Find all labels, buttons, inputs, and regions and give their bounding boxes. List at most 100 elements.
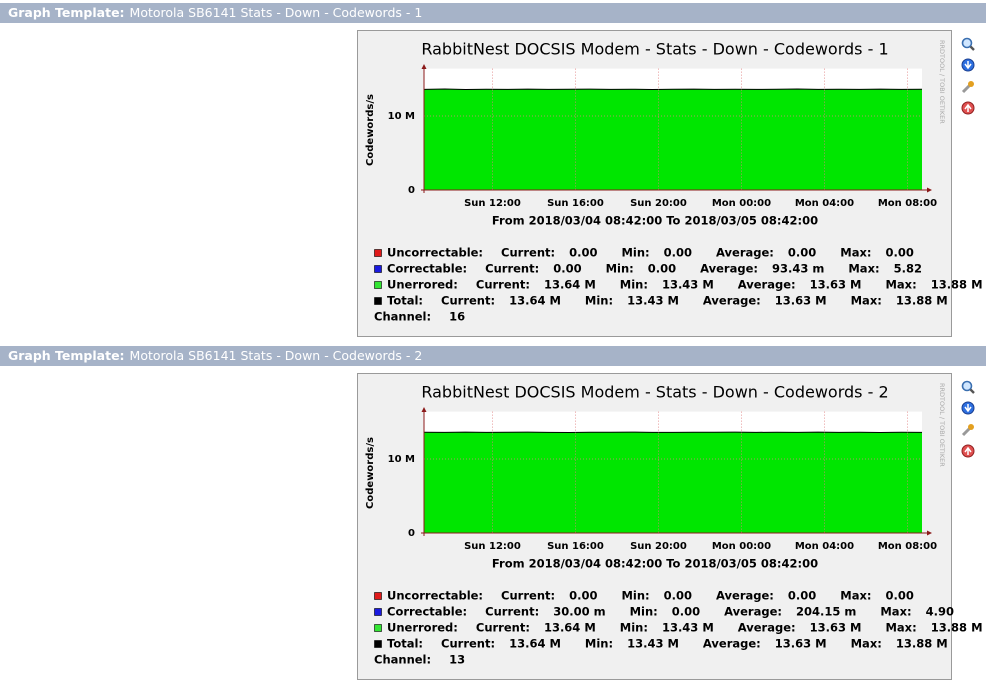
legend-stat-label: Current: [501, 246, 555, 260]
legend-name: Correctable: [387, 605, 467, 619]
legend-stat-label: Average: [716, 246, 774, 260]
legend-stat-value: 13.43 M [627, 637, 679, 651]
properties-icon[interactable] [961, 79, 976, 94]
legend-stat-label: Min: [630, 605, 658, 619]
header-name: Motorola SB6141 Stats - Down - Codewords… [130, 348, 423, 363]
legend-stat-value: 13.88 M [896, 294, 948, 308]
x-tick-label: Sun 12:00 [464, 541, 521, 552]
x-tick-label: Sun 16:00 [547, 541, 604, 552]
legend-stat-label: Min: [621, 589, 649, 603]
x-tick-label: Sun 16:00 [547, 198, 604, 209]
legend-name: Total: [387, 637, 423, 651]
x-tick-label: Sun 12:00 [464, 198, 521, 209]
legend-name: Correctable: [387, 262, 467, 276]
legend-stat-value: 5.82 [894, 262, 922, 276]
legend-stat-value: 13.88 M [931, 621, 983, 635]
legend-stat-label: Average: [738, 278, 796, 292]
legend-stat-value: 13.63 M [775, 294, 827, 308]
zoom-icon[interactable] [961, 380, 976, 395]
channel-label: Channel: [374, 653, 431, 667]
legend-stat-label: Max: [851, 637, 882, 651]
properties-icon[interactable] [961, 422, 976, 437]
series-area [424, 88, 922, 190]
watermark: RRDTOOL / TOBI OETIKER [938, 383, 946, 467]
legend-stat-value: 13.88 M [896, 637, 948, 651]
header-bar [0, 3, 986, 23]
series-area [424, 432, 922, 533]
x-tick-label: Mon 04:00 [795, 541, 854, 552]
legend-stat-label: Min: [620, 278, 648, 292]
legend-stat-value: 0.00 [664, 246, 692, 260]
legend-name: Unerrored: [387, 621, 458, 635]
chart-title: RabbitNest DOCSIS Modem - Stats - Down -… [421, 383, 888, 402]
legend-stat-label: Current: [476, 278, 530, 292]
legend-name: Total: [387, 294, 423, 308]
legend-stat-label: Max: [880, 605, 911, 619]
y-axis-label: Codewords/s [365, 437, 376, 509]
legend-stat-value: 0.00 [672, 605, 700, 619]
legend-stat-value: 13.63 M [775, 637, 827, 651]
legend-stat-value: 0.00 [664, 589, 692, 603]
legend-stat-label: Min: [620, 621, 648, 635]
legend-stat-label: Max: [885, 621, 916, 635]
legend-stat-value: 0.00 [553, 262, 581, 276]
legend-stat-label: Average: [700, 262, 758, 276]
graph-panel: Graph Template: Motorola SB6141 Stats - D… [0, 346, 986, 680]
zoom-icon[interactable] [961, 37, 976, 52]
legend-stat-label: Min: [585, 637, 613, 651]
legend-stat-value: 4.90 [926, 605, 954, 619]
legend-stat-value: 0.00 [788, 246, 816, 260]
y-axis-label: Codewords/s [365, 94, 376, 166]
legend-stat-value: 30.00 m [553, 605, 605, 619]
move-down-icon[interactable] [961, 401, 975, 415]
legend-stat-value: 0.00 [569, 246, 597, 260]
y-axis-arrow [421, 64, 427, 69]
x-axis-arrow [927, 530, 932, 536]
legend-stat-label: Average: [724, 605, 782, 619]
legend-stat-label: Current: [441, 637, 495, 651]
legend-stat-value: 93.43 m [772, 262, 824, 276]
legend-stat-value: 13.43 M [627, 294, 679, 308]
move-up-icon[interactable] [961, 444, 975, 458]
legend-swatch [374, 249, 382, 257]
legend-swatch [374, 624, 382, 632]
x-axis-arrow [927, 187, 932, 193]
legend-stat-value: 13.64 M [544, 278, 596, 292]
legend-swatch [374, 265, 382, 273]
legend-stat-value: 13.63 M [810, 278, 862, 292]
legend-stat-value: 13.43 M [662, 278, 714, 292]
x-tick-label: Mon 08:00 [878, 198, 937, 209]
y-tick-label: 0 [408, 528, 415, 539]
legend-swatch [374, 297, 382, 305]
legend-name: Unerrored: [387, 278, 458, 292]
x-tick-label: Mon 08:00 [878, 541, 937, 552]
legend-name: Uncorrectable: [387, 589, 483, 603]
move-up-icon[interactable] [961, 101, 975, 115]
legend-stat-label: Max: [848, 262, 879, 276]
legend-stat-label: Current: [485, 262, 539, 276]
legend-name: Uncorrectable: [387, 246, 483, 260]
legend-stat-value: 13.64 M [509, 637, 561, 651]
x-tick-label: Mon 00:00 [712, 198, 771, 209]
legend-stat-label: Current: [476, 621, 530, 635]
move-down-icon[interactable] [961, 58, 975, 72]
legend-stat-value: 0.00 [648, 262, 676, 276]
legend-stat-value: 0.00 [569, 589, 597, 603]
legend-stat-value: 0.00 [886, 246, 914, 260]
legend-stat-value: 204.15 m [796, 605, 856, 619]
channel-label: Channel: [374, 310, 431, 324]
x-tick-label: Sun 20:00 [630, 541, 687, 552]
legend-stat-label: Current: [485, 605, 539, 619]
header-label: Graph Template: [8, 348, 125, 363]
x-tick-label: Sun 20:00 [630, 198, 687, 209]
header-name: Motorola SB6141 Stats - Down - Codewords… [130, 5, 423, 20]
legend-swatch [374, 592, 382, 600]
x-tick-label: Mon 04:00 [795, 198, 854, 209]
y-axis-arrow [421, 407, 427, 412]
legend-stat-value: 13.64 M [509, 294, 561, 308]
y-tick-label: 0 [408, 185, 415, 196]
legend-stat-label: Current: [441, 294, 495, 308]
graph-panel: Graph Template: Motorola SB6141 Stats - D… [0, 3, 986, 337]
